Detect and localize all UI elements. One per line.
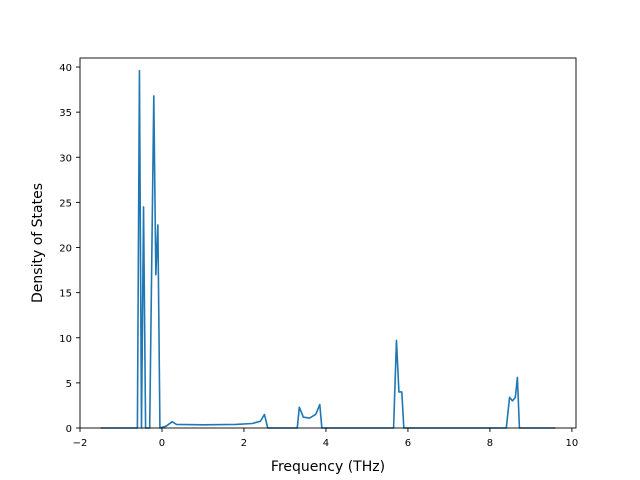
x-axis-ticks: −2 0 2 4 6 8 10 <box>73 428 579 449</box>
x-tick-label: 10 <box>566 438 579 449</box>
y-tick-label: 30 <box>59 153 72 164</box>
y-tick-label: 20 <box>59 244 72 255</box>
y-axis-ticks: 0 5 10 15 20 25 30 35 40 <box>59 63 80 435</box>
y-tick-label: 10 <box>59 334 72 345</box>
y-tick-label: 0 <box>66 424 72 435</box>
x-tick-label: 0 <box>159 438 165 449</box>
axes-frame <box>79 57 577 429</box>
x-tick-label: −2 <box>73 438 88 449</box>
y-tick-label: 5 <box>66 379 72 390</box>
x-tick-label: 6 <box>405 438 411 449</box>
x-tick-label: 4 <box>323 438 329 449</box>
x-tick-label: 8 <box>487 438 493 449</box>
y-tick-label: 25 <box>59 198 72 209</box>
y-tick-label: 40 <box>59 63 72 74</box>
y-axis-label: Density of States <box>30 183 46 303</box>
plot-area <box>79 57 577 429</box>
x-tick-label: 2 <box>241 438 247 449</box>
y-tick-label: 15 <box>59 289 72 300</box>
y-tick-label: 35 <box>59 108 72 119</box>
series-line <box>100 69 556 429</box>
x-axis-label: Frequency (THz) <box>271 459 385 475</box>
